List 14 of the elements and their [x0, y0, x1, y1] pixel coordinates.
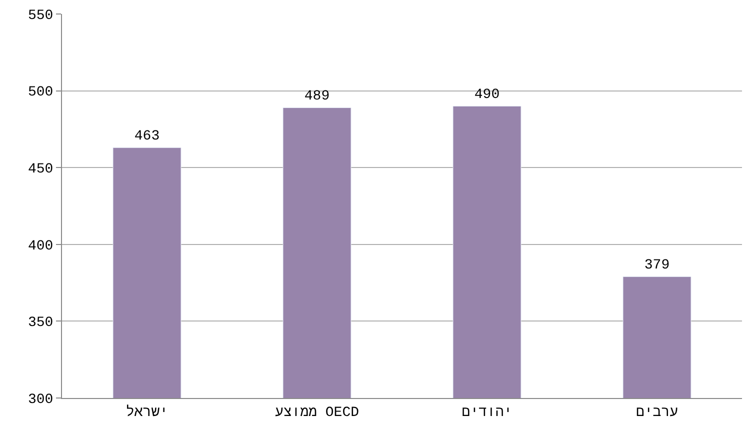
data-label: 463	[134, 128, 160, 145]
y-tick-label: 450	[28, 162, 54, 178]
y-tick-label: 400	[28, 238, 54, 254]
x-tick-label: יהודים	[462, 404, 512, 421]
data-label: 490	[474, 87, 500, 104]
x-tick-label: ערבים	[636, 404, 678, 421]
y-tick-label: 350	[28, 315, 54, 332]
y-tick-label: 550	[28, 8, 54, 24]
x-tick-label: ישראל	[126, 404, 168, 421]
data-label: 379	[644, 258, 670, 274]
y-tick-label: 300	[28, 392, 54, 408]
data-label: 489	[304, 88, 330, 105]
x-tick-label: ממוצע OECD	[274, 404, 360, 421]
y-tick-label: 500	[28, 84, 54, 101]
